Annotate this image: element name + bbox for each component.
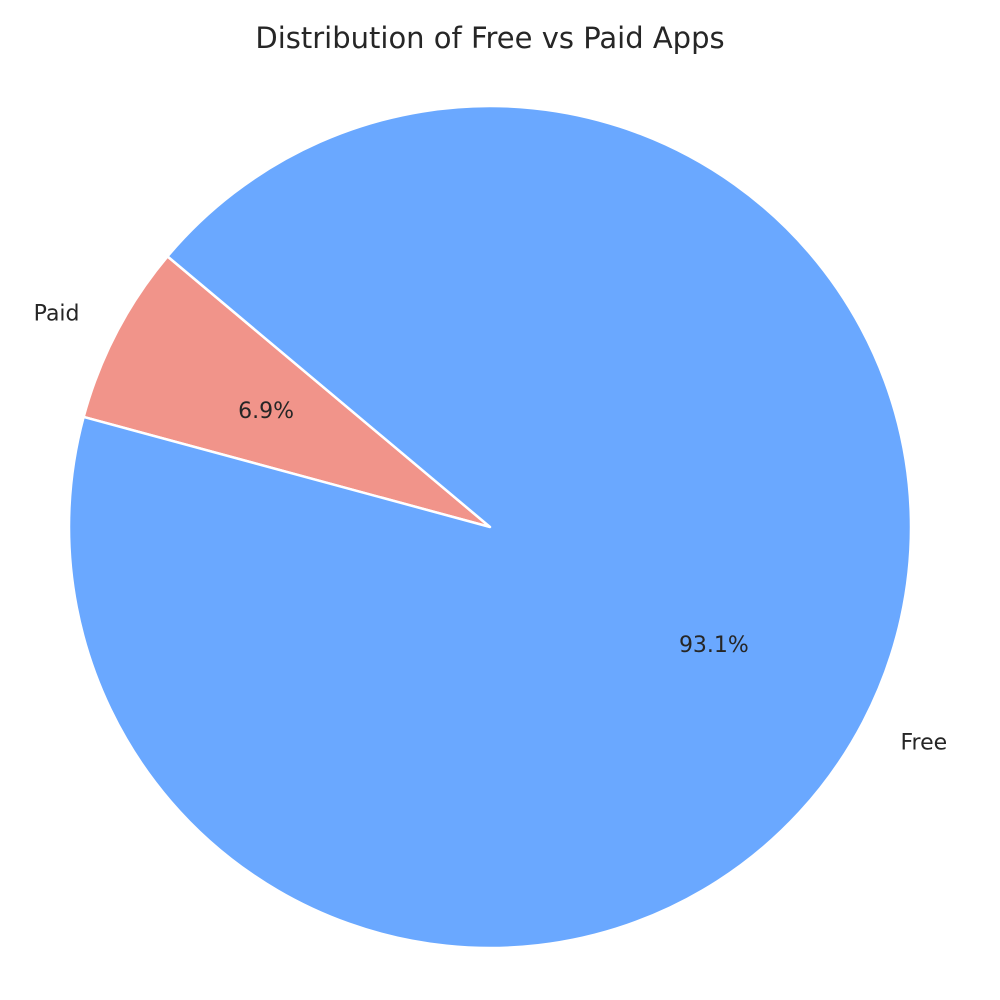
- pie-labels: Paid 6.9% Free 93.1%: [34, 302, 947, 756]
- pct-label-paid: 6.9%: [238, 399, 294, 424]
- chart-title: Distribution of Free vs Paid Apps: [255, 21, 724, 55]
- pct-label-free: 93.1%: [679, 633, 749, 658]
- pie-slice-paid: [82, 255, 492, 529]
- pie-slices: [67, 104, 913, 950]
- slice-label-paid: Paid: [34, 302, 80, 327]
- slice-label-free: Free: [900, 730, 947, 755]
- pie-slice-free: [67, 104, 913, 950]
